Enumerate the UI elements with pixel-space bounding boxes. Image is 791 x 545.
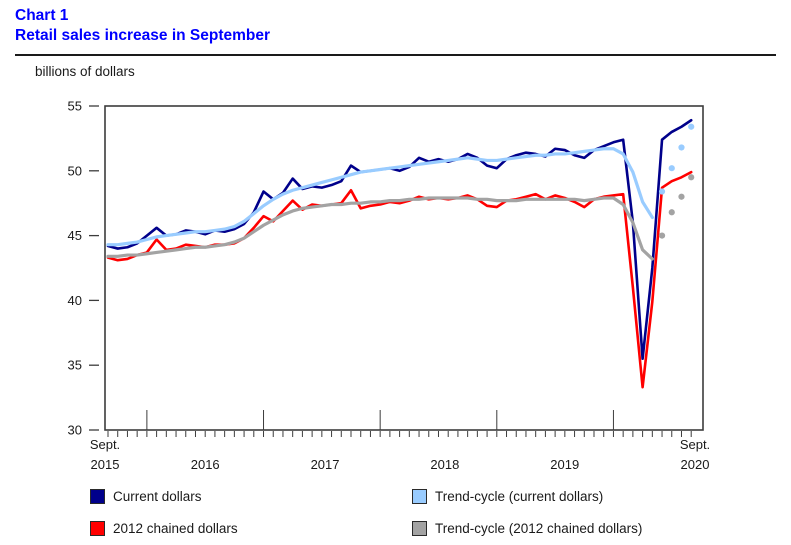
- title-divider: [15, 54, 776, 56]
- line-chart-plot-area: 30 35 40 45 50 55 Sept. 2015 2016 2017 2018 2019 Sep…: [68, 99, 711, 473]
- y-tick-label: 45: [68, 228, 82, 243]
- trend-end-dot: [688, 174, 695, 181]
- legend-label: Current dollars: [113, 489, 202, 504]
- x-label-year: 2018: [430, 457, 459, 472]
- x-label-start-year: 2015: [91, 457, 120, 472]
- trend-end-dot: [658, 188, 666, 195]
- trend-end-dot: [678, 193, 685, 200]
- x-label-end-year: 2020: [681, 457, 710, 472]
- legend-label: 2012 chained dollars: [113, 521, 238, 536]
- legend-swatch: [412, 521, 427, 536]
- x-label-start-month: Sept.: [90, 437, 120, 452]
- trend-end-dot: [688, 123, 695, 130]
- legend-swatch: [412, 489, 427, 504]
- trend-end-dot: [658, 232, 666, 239]
- legend-item: Trend-cycle (2012 chained dollars): [412, 521, 642, 536]
- trend-end-dot: [668, 165, 675, 172]
- y-tick-label: 30: [68, 423, 82, 438]
- y-tick-label: 55: [68, 99, 82, 114]
- legend-item: Current dollars: [90, 489, 202, 504]
- trend-end-dot: [678, 144, 685, 151]
- legend-label: Trend-cycle (2012 chained dollars): [435, 521, 643, 536]
- x-label-year: 2016: [191, 457, 220, 472]
- x-label-year: 2019: [550, 457, 579, 472]
- chart-number-label: Chart 1: [15, 7, 69, 24]
- plot-frame: [104, 105, 704, 431]
- y-tick-label: 40: [68, 293, 82, 308]
- series-line: [106, 147, 654, 247]
- y-axis-unit-label: billions of dollars: [35, 64, 135, 79]
- legend-swatch: [90, 521, 105, 536]
- x-label-year: 2017: [311, 457, 340, 472]
- legend-item: Trend-cycle (current dollars): [412, 489, 603, 504]
- y-tick-label: 35: [68, 358, 82, 373]
- legend-label: Trend-cycle (current dollars): [435, 489, 604, 504]
- legend-swatch: [90, 489, 105, 504]
- chart-title: Retail sales increase in September: [15, 27, 271, 44]
- x-label-end-month: Sept.: [680, 437, 710, 452]
- y-tick-label: 50: [68, 163, 82, 178]
- trend-end-dot: [668, 209, 675, 216]
- legend-item: 2012 chained dollars: [90, 521, 238, 536]
- series-line: [106, 196, 654, 261]
